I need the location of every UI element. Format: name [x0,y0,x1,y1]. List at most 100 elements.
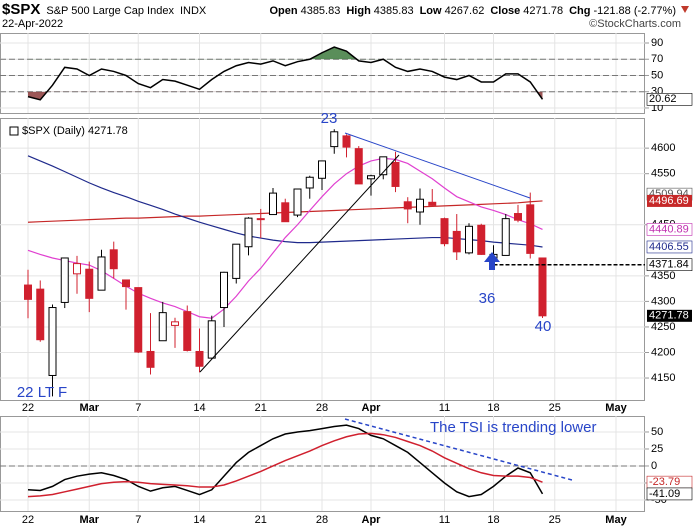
panel [0,118,645,400]
candle-body [391,161,400,187]
x-tick-label: May [605,514,627,526]
annotation: 36 [479,290,496,307]
axis-tag-box [646,240,693,254]
axis-tag: -23.79 [649,476,680,488]
candle-body [85,268,94,299]
trend-line [344,132,531,199]
x-tick-label: 25 [549,402,561,414]
x-tick-label: 22 [22,514,34,526]
candle-body [24,284,32,300]
y-tick-label: 4200 [651,346,675,358]
candle-body [244,217,253,248]
header: $SPX S&P 500 Large Cap Index INDX Open 43… [0,0,693,33]
x-tick-label: 14 [193,402,205,414]
candle-body [134,287,143,353]
y-tick-label: 70 [651,53,663,65]
arrow [484,252,500,270]
x-tick-label: 21 [255,514,267,526]
down-triangle [681,6,689,13]
x-tick-label: Mar [79,514,99,526]
annotation: 40 [535,318,552,335]
x-tick-label: May [605,402,627,414]
quote-label: Open [269,5,298,17]
y-tick-label: 4550 [651,168,675,180]
candle-body [354,148,363,185]
x-tick-label: 7 [135,402,141,414]
credit: ©StockCharts.com [589,18,681,30]
x-tick-label: Mar [79,402,99,414]
candle-body [207,320,216,359]
candle-body [60,257,69,303]
axis-tag-box [647,194,692,207]
panel [0,33,645,113]
candle-body [293,188,302,216]
x-tick-label: 11 [439,402,450,414]
axis-tag: 4406.55 [649,241,689,253]
x-tick-label: 28 [316,514,328,526]
axis-tag-box [646,487,693,501]
candle-body [48,307,57,376]
quote-label: High [346,5,371,17]
candle-body [526,204,535,254]
candle-body [305,176,314,189]
quote-label: Close [490,5,521,17]
x-tick-label: Apr [362,402,382,414]
axis-tag: 4271.78 [649,310,689,322]
candle-body [452,230,461,253]
candle-body [232,243,241,279]
quote-value: 4267.62 [444,5,485,17]
candle-body [403,201,412,210]
x-tick-label: 18 [487,514,499,526]
trend-line [199,154,400,373]
annotation: 23 [321,110,338,127]
line [27,432,543,498]
candle-body [122,279,130,288]
quote-value: 4385.83 [373,5,414,17]
axis-tag-box [646,258,693,272]
candle-body [195,350,204,367]
legend: $SPX (Daily) 4271.78 [22,125,128,137]
annotation: The TSI is trending lower [430,419,596,436]
quote-value: 4271.78 [523,5,564,17]
axis-tag: 4371.84 [649,259,689,271]
x-tick-label: Apr [362,514,382,526]
candle-body [97,256,106,291]
axis-tag-box [646,223,693,236]
line [27,46,544,101]
candle-body [318,160,326,179]
candle-body [109,249,118,270]
quote: Open 4385.83 High 4385.83 Low 4267.62 Close 427… [263,5,676,17]
x-tick-label: 21 [255,402,267,414]
date: 22-Apr-2022 [2,18,64,30]
axis-tag: 20.62 [649,93,677,105]
candle-body [146,350,155,368]
x-tick-label: 28 [316,402,328,414]
axis-tag: -41.09 [649,488,680,500]
symbol: $SPX [2,1,41,18]
candle-body [501,218,510,256]
panel [0,416,645,511]
header-row: 22-Apr-2022 ©StockCharts.com [2,18,689,30]
x-tick-label: 7 [135,514,141,526]
x-tick-label: 11 [439,514,450,526]
axis-tag-box [647,309,692,322]
quote-label: Chg [569,5,591,17]
x-tick-label: 14 [193,514,205,526]
x-tick-label: 22 [22,402,34,414]
axis-tag: 4496.69 [649,195,689,207]
y-tick-label: 4600 [651,142,675,154]
candle-body [269,192,277,216]
candle-body [465,225,473,254]
y-tick-label: 50 [651,69,663,81]
candle-body [440,218,449,245]
axis-tag: 4440.89 [649,223,689,235]
index-name: S&P 500 Large Cap Index [46,5,174,17]
candle-body [183,311,192,351]
line [27,424,544,498]
candle-body [379,156,388,176]
quote-value: 4385.83 [300,5,341,17]
candle-body [342,135,351,148]
